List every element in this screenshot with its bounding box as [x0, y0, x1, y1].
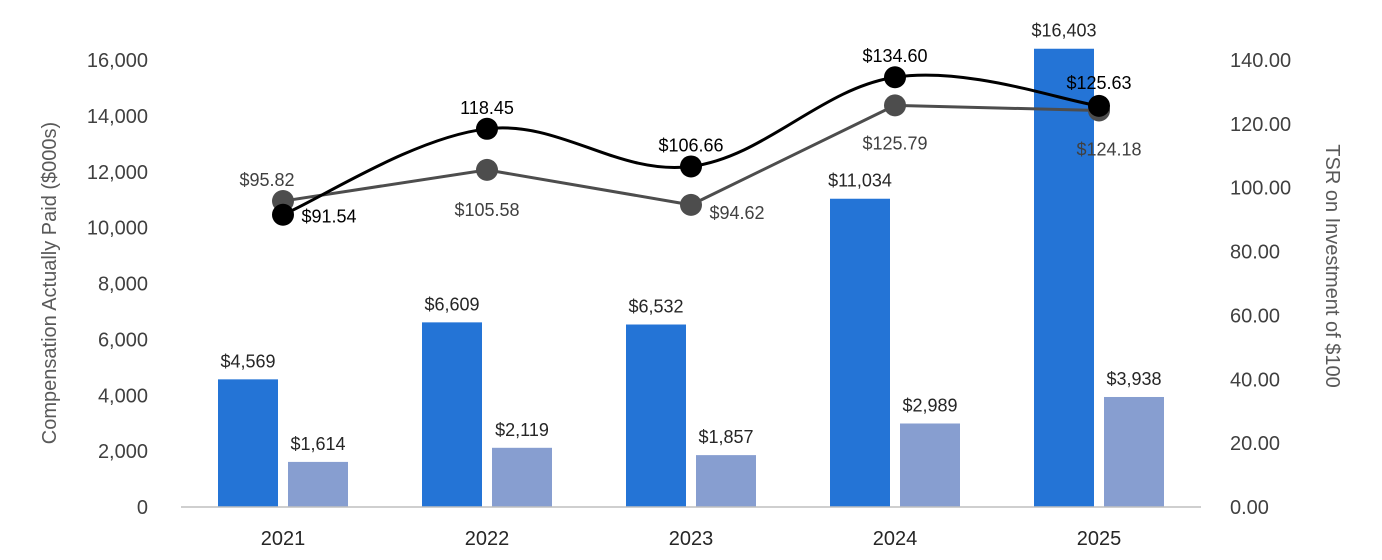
- line-value-label: $134.60: [862, 46, 927, 66]
- line-value-label: $91.54: [301, 207, 356, 227]
- left-tick-label: 8,000: [98, 274, 148, 296]
- line-marker: [680, 155, 702, 178]
- bar-series-2: [288, 461, 348, 507]
- bar-value-label: $11,034: [828, 171, 892, 191]
- lines: [272, 66, 1110, 226]
- bars: [218, 48, 1164, 508]
- bar-value-label: $16,403: [1031, 21, 1096, 41]
- y-axis-title: Compensation Actually Paid ($000s): [39, 122, 61, 444]
- bar-value-label: $2,119: [495, 420, 549, 440]
- left-tick-label: 14,000: [87, 106, 148, 128]
- line-marker: [476, 117, 498, 140]
- x-tick-label: 2023: [669, 528, 714, 550]
- line-value-label: $95.82: [239, 170, 294, 190]
- bar-value-label: $1,857: [698, 427, 753, 447]
- bar-series-2: [696, 455, 756, 507]
- bar-value-label: $3,938: [1106, 369, 1161, 389]
- bar-value-label: $4,569: [220, 351, 275, 371]
- left-tick-label: 6,000: [98, 329, 148, 351]
- right-tick-label: 40.00: [1230, 369, 1280, 391]
- left-tick-label: 2,000: [98, 441, 148, 463]
- bar-series-1: [1034, 48, 1094, 508]
- line-value-label: $124.18: [1076, 140, 1141, 160]
- bar-value-label: $6,532: [628, 297, 683, 317]
- bar-series-2: [1104, 396, 1164, 507]
- line-value-label: $94.62: [709, 203, 764, 223]
- right-tick-label: 80.00: [1230, 242, 1280, 264]
- x-tick-label: 2024: [873, 528, 918, 550]
- line-data-labels: $95.82 $105.58 $94.62 $125.79 $124.18 $91.54 1…: [239, 46, 1141, 226]
- line-marker: [680, 193, 702, 216]
- right-tick-label: 0.00: [1230, 497, 1269, 519]
- line-value-label: $106.66: [658, 135, 723, 155]
- line-marker: [884, 94, 906, 117]
- line-marker: [272, 203, 294, 226]
- left-tick-label: 16,000: [87, 50, 148, 72]
- x-tick-label: 2022: [465, 528, 510, 550]
- bar-value-label: $6,609: [424, 294, 479, 314]
- line-value-label: 118.45: [460, 98, 514, 118]
- line-marker: [884, 66, 906, 89]
- bar-series-2: [492, 447, 552, 507]
- left-axis-ticks: 0 2,000 4,000 6,000 8,000 10,000 12,000 14,000 1…: [87, 50, 148, 519]
- x-tick-label: 2021: [261, 528, 306, 550]
- right-tick-label: 20.00: [1230, 433, 1280, 455]
- left-tick-label: 12,000: [87, 162, 148, 184]
- right-tick-label: 100.00: [1230, 178, 1291, 200]
- right-tick-label: 120.00: [1230, 114, 1291, 136]
- bar-series-2: [900, 423, 960, 507]
- bar-series-1: [218, 379, 278, 507]
- line-value-label: $105.58: [454, 200, 519, 220]
- bar-value-label: $1,614: [290, 434, 345, 454]
- line-marker: [1088, 94, 1110, 117]
- x-tick-label: 2025: [1077, 528, 1122, 550]
- bar-series-1: [626, 324, 686, 507]
- left-tick-label: 4,000: [98, 385, 148, 407]
- right-tick-label: 140.00: [1230, 50, 1291, 72]
- left-tick-label: 10,000: [87, 218, 148, 240]
- right-tick-label: 60.00: [1230, 305, 1280, 327]
- line-value-label: $125.63: [1066, 73, 1131, 93]
- bar-series-1: [422, 322, 482, 507]
- y2-axis-title: TSR on Investment of $100: [1321, 144, 1343, 387]
- x-axis-ticks: 2021 2022 2023 2024 2025: [261, 528, 1122, 550]
- right-axis-ticks: 0.00 20.00 40.00 60.00 80.00 100.00 120.00 140.…: [1230, 50, 1291, 519]
- left-tick-label: 0: [137, 497, 148, 519]
- line-marker: [476, 158, 498, 181]
- bar-data-labels: $4,569 $6,609 $6,532 $11,034 $16,403 $1,614 $2…: [220, 21, 1161, 454]
- bar-series-1: [830, 198, 890, 508]
- bar-value-label: $2,989: [902, 395, 957, 415]
- line-value-label: $125.79: [862, 133, 927, 153]
